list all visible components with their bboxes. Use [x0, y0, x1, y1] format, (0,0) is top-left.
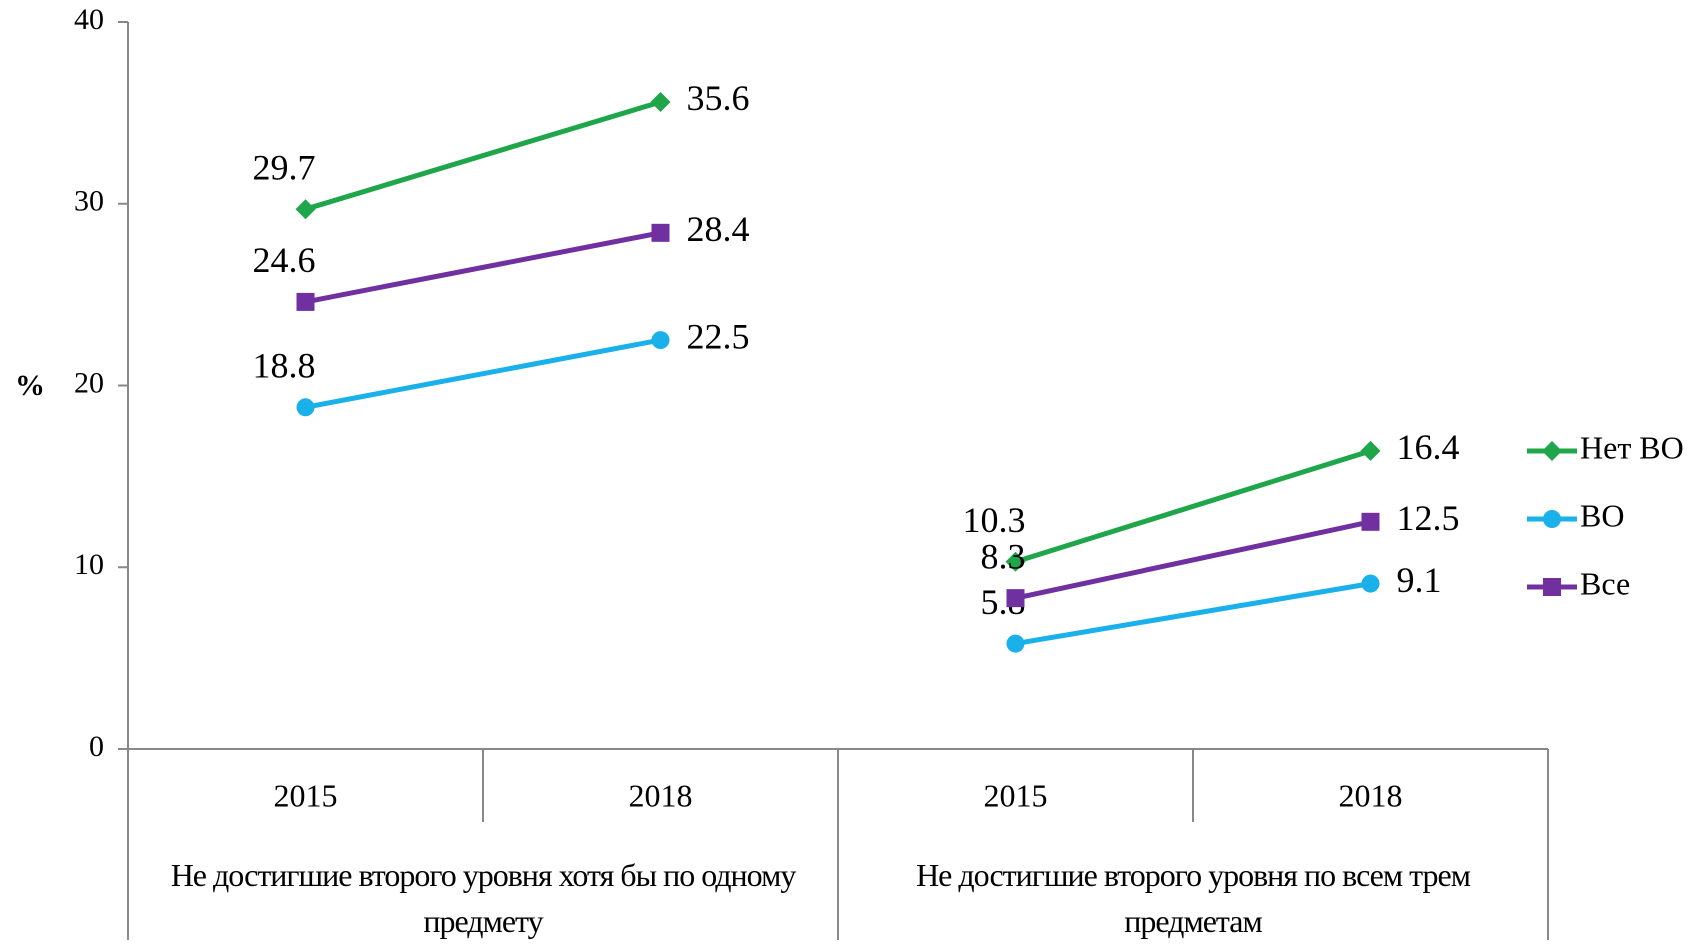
- data-label: 28.4: [687, 209, 750, 249]
- group-label: Не достигшие второго уровня хотя бы по о…: [170, 857, 797, 939]
- series-line: [304, 99, 662, 212]
- data-label: 8.3: [981, 536, 1026, 576]
- series-line: [1014, 519, 1372, 601]
- legend-marker: [1543, 510, 1561, 528]
- marker: [296, 292, 315, 311]
- marker: [1006, 634, 1025, 653]
- marker: [1361, 574, 1380, 593]
- marker: [650, 91, 671, 112]
- marker: [1005, 551, 1026, 572]
- marker: [296, 398, 315, 417]
- group-label: Не достигшие второго уровня по всем трем…: [916, 857, 1471, 939]
- legend-marker: [1542, 441, 1562, 461]
- x-tick-label: 2018: [1339, 777, 1403, 813]
- y-tick-label: 20: [74, 366, 104, 399]
- marker: [1360, 440, 1381, 461]
- marker: [1006, 589, 1025, 608]
- data-label: 16.4: [1397, 427, 1460, 467]
- legend-label: Нет ВО: [1580, 429, 1684, 465]
- y-tick-label: 30: [74, 185, 104, 218]
- marker: [651, 223, 670, 242]
- marker: [1361, 512, 1380, 531]
- data-label: 24.6: [253, 240, 316, 280]
- x-tick-label: 2015: [984, 777, 1048, 813]
- legend-label: Все: [1580, 565, 1630, 601]
- series-line: [305, 337, 661, 410]
- data-label: 35.6: [687, 78, 750, 118]
- data-label: 29.7: [253, 147, 316, 187]
- y-axis-label: %: [15, 369, 45, 402]
- x-tick-label: 2015: [274, 777, 338, 813]
- data-label: 18.8: [253, 346, 316, 386]
- data-label: 9.1: [1397, 560, 1442, 600]
- legend-label: ВО: [1580, 497, 1624, 533]
- marker: [295, 199, 316, 220]
- y-tick-label: 40: [74, 3, 104, 36]
- series-line: [1015, 581, 1371, 647]
- data-label: 10.3: [963, 500, 1026, 540]
- series-line: [1014, 448, 1372, 565]
- marker: [651, 331, 670, 350]
- data-label: 22.5: [687, 316, 750, 356]
- series-line: [305, 230, 661, 305]
- y-tick-label: 10: [74, 548, 104, 581]
- x-tick-label: 2018: [629, 777, 693, 813]
- y-tick-label: 0: [89, 730, 104, 763]
- legend-marker: [1543, 578, 1561, 596]
- data-label: 12.5: [1397, 498, 1460, 538]
